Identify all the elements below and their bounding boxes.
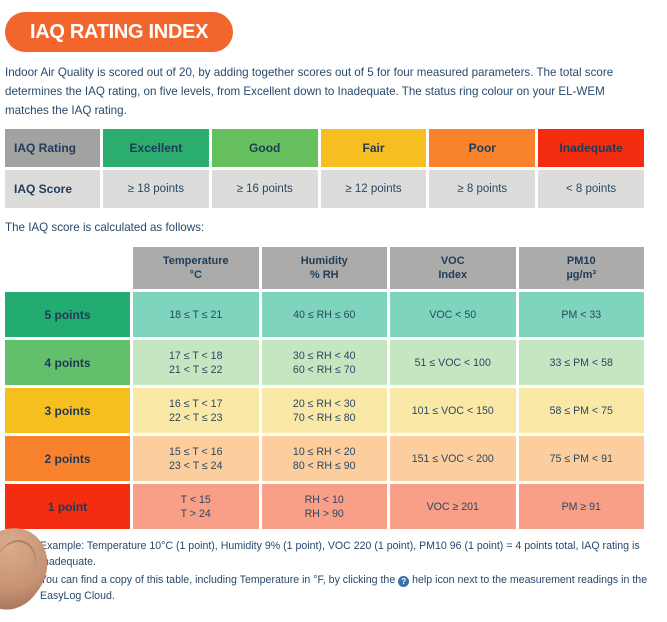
intro-line: Indoor Air Quality is scored out of 20, … — [5, 66, 614, 79]
example-text: Example: Temperature 10°C (1 point), Hum… — [40, 540, 640, 568]
footer-notes: • Example: Temperature 10°C (1 point), H… — [24, 539, 667, 604]
rating-cell: Inadequate — [538, 129, 644, 167]
points-label-cell: 3 points — [5, 388, 130, 433]
iaq-rating-table: IAQ Rating Excellent Good Fair Poor Inadequat… — [5, 129, 644, 208]
points-label-cell: 4 points — [5, 340, 130, 385]
rating-cell: Poor — [429, 129, 536, 167]
iaq-score-table: Temperature °C Humidity% RH VOC Index PM10 µg/… — [5, 247, 644, 529]
score-data-cell: 10 ≤ RH < 20 80 < RH ≤ 90 — [261, 436, 387, 481]
score-data-cell: VOC < 50 — [390, 292, 516, 337]
example-bullet: • Example: Temperature 10°C (1 point), H… — [24, 539, 667, 570]
points-label-cell: 1 point — [5, 484, 130, 529]
score-data-cell: 40 ≤ RH ≤ 60 — [261, 292, 387, 337]
score-data-cell: PM < 33 — [518, 292, 644, 337]
score-data-cell: RH < 10 RH > 90 — [261, 484, 387, 529]
score-data-cell: 33 ≤ PM < 58 — [518, 340, 644, 385]
score-data-cell: 16 ≤ T < 17 22 < T ≤ 23 — [133, 388, 259, 433]
score-data-cell: 151 ≤ VOC < 200 — [390, 436, 516, 481]
score-data-cell: 20 ≤ RH < 30 70 < RH ≤ 80 — [261, 388, 387, 433]
score-data-cell: T < 15 T > 24 — [133, 484, 259, 529]
points-label-cell: 5 points — [5, 292, 130, 337]
score-cell: ≥ 18 points — [103, 170, 209, 208]
score-data-cell: 30 ≤ RH < 40 60 < RH ≤ 70 — [261, 340, 387, 385]
score-data-cell: 101 ≤ VOC < 150 — [390, 388, 516, 433]
score-data-cell: PM ≥ 91 — [518, 484, 644, 529]
intro-line: determines the IAQ rating, on five level… — [5, 85, 605, 98]
score-data-cell: 75 ≤ PM < 91 — [518, 436, 644, 481]
score-data-cell: 18 ≤ T ≤ 21 — [133, 292, 259, 337]
rating-cell: Fair — [320, 129, 427, 167]
rating-row-label: IAQ Rating — [5, 129, 100, 167]
intro-line: matches the IAQ rating. — [5, 104, 127, 117]
help-note-bullet: • You can find a copy of this table, inc… — [24, 573, 667, 604]
help-note-pre: You can find a copy of this table, inclu… — [40, 574, 399, 586]
score-data-cell: 15 ≤ T < 16 23 < T ≤ 24 — [133, 436, 259, 481]
score-table-header-cell: VOC Index — [390, 247, 516, 289]
score-table-header-cell: PM10 µg/m³ — [518, 247, 644, 289]
score-cell: < 8 points — [538, 170, 644, 208]
rating-cell: Excellent — [103, 129, 209, 167]
score-data-cell: 51 ≤ VOC < 100 — [390, 340, 516, 385]
score-cell: ≥ 8 points — [429, 170, 536, 208]
score-data-cell: VOC ≥ 201 — [390, 484, 516, 529]
iaq-rating-index-badge: IAQ RATING INDEX — [5, 12, 234, 52]
score-row-label: IAQ Score — [5, 170, 100, 208]
score-table-header-cell: Humidity% RH — [261, 247, 387, 289]
calc-intro-text: The IAQ score is calculated as follows: — [5, 221, 205, 234]
score-data-cell: 58 ≤ PM < 75 — [518, 388, 644, 433]
score-cell: ≥ 16 points — [211, 170, 318, 208]
intro-paragraph: Indoor Air Quality is scored out of 20, … — [5, 63, 662, 120]
rating-cell: Good — [211, 129, 318, 167]
page-container: IAQ RATING INDEX Indoor Air Quality is s… — [0, 12, 662, 622]
score-cell: ≥ 12 points — [320, 170, 427, 208]
help-icon: ? — [398, 576, 410, 588]
score-table-header-cell: Temperature °C — [133, 247, 259, 289]
score-data-cell: 17 ≤ T < 18 21 < T ≤ 22 — [133, 340, 259, 385]
points-label-cell: 2 points — [5, 436, 130, 481]
score-table-corner — [5, 247, 130, 289]
hand-photo-detail — [0, 533, 44, 598]
